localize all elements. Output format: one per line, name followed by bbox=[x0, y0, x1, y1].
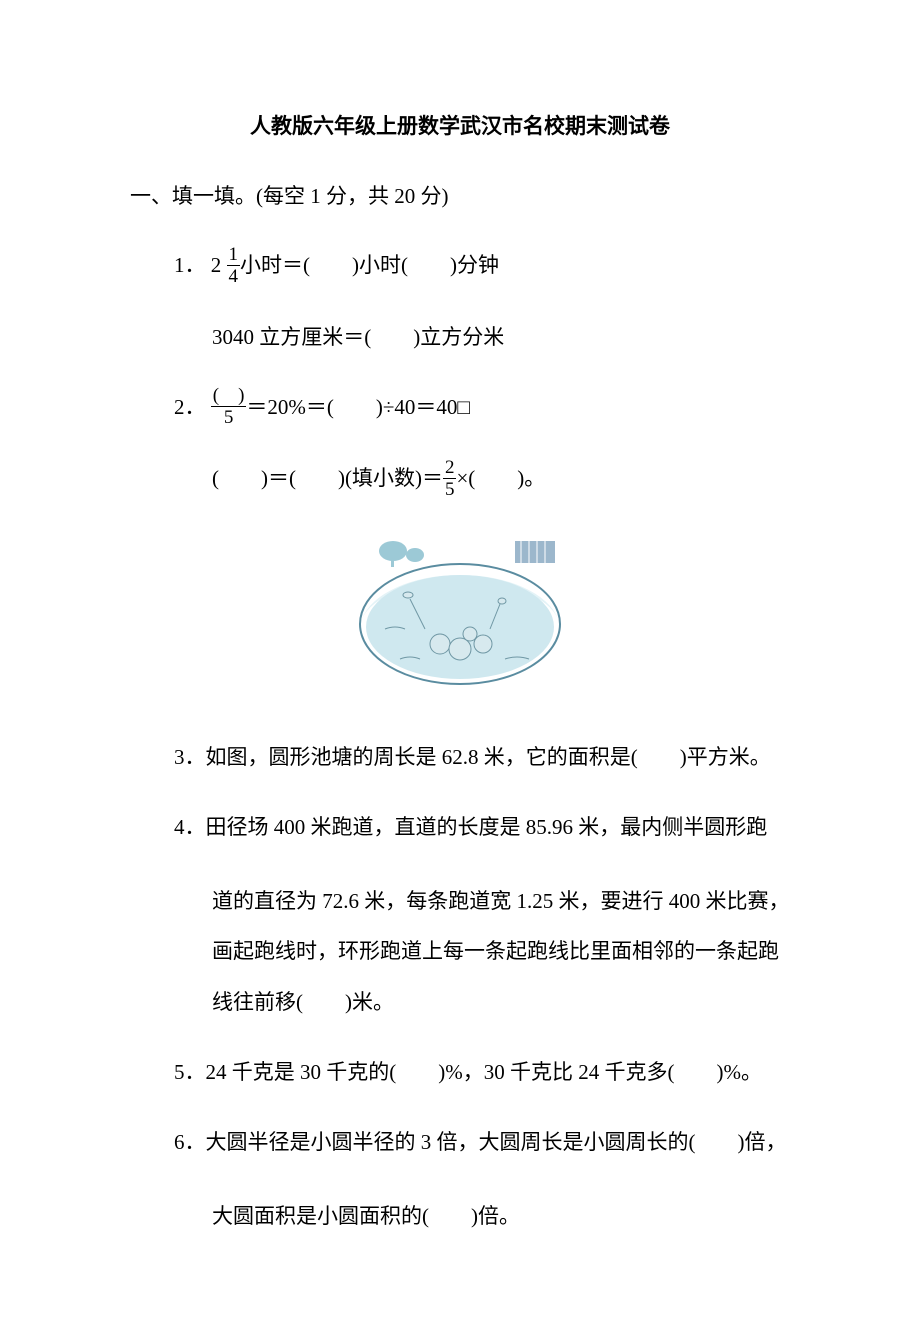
q1-number: 1． bbox=[174, 244, 206, 286]
question-3: 3．如图，圆形池塘的周长是 62.8 米，它的面积是( )平方米。 bbox=[174, 736, 790, 778]
q4-l4: 线往前移( )米。 bbox=[212, 977, 790, 1027]
q2-frac1-den: 5 bbox=[211, 407, 247, 427]
q6-l1: 大圆半径是小圆半径的 3 倍，大圆周长是小圆周长的( )倍， bbox=[206, 1130, 787, 1154]
q2-frac1-num: ( ) bbox=[211, 386, 247, 407]
q5-number: 5． bbox=[174, 1051, 206, 1093]
q3-text: 如图，圆形池塘的周长是 62.8 米，它的面积是( )平方米。 bbox=[206, 745, 771, 769]
q1-frac1-num: 1 bbox=[227, 245, 241, 266]
q2-number: 2． bbox=[174, 386, 206, 428]
q2-line2: ( )＝( )(填小数)＝ 2 5 ×( )。 bbox=[212, 457, 790, 501]
q1-prefix: 2 bbox=[211, 253, 222, 277]
question-6-body: 大圆面积是小圆面积的( )倍。 bbox=[212, 1191, 790, 1241]
q2-frac2-num: 2 bbox=[443, 458, 457, 479]
q5-text: 24 千克是 30 千克的( )%，30 千克比 24 千克多( )%。 bbox=[206, 1060, 762, 1084]
pond-svg bbox=[345, 529, 575, 699]
question-4-line1: 4．田径场 400 米跑道，直道的长度是 85.96 米，最内侧半圆形跑 bbox=[174, 806, 790, 848]
q4-number: 4． bbox=[174, 806, 206, 848]
q6-l2: 大圆面积是小圆面积的( )倍。 bbox=[212, 1191, 790, 1241]
q1-part2: 3040 立方厘米＝( )立方分米 bbox=[212, 316, 790, 358]
q2-line2b: ×( )。 bbox=[456, 466, 545, 490]
q1-rest: 小时＝( )小时( )分钟 bbox=[240, 253, 499, 277]
question-6-line1: 6．大圆半径是小圆半径的 3 倍，大圆周长是小圆周长的( )倍， bbox=[174, 1121, 790, 1163]
q6-number: 6． bbox=[174, 1121, 206, 1163]
scenery bbox=[379, 541, 555, 567]
q4-l3: 画起跑线时，环形跑道上每一条起跑线比里面相邻的一条起跑 bbox=[212, 926, 790, 976]
q1-fraction-1: 1 4 bbox=[227, 245, 241, 286]
question-4-body: 道的直径为 72.6 米，每条跑道宽 1.25 米，要进行 400 米比赛， 画… bbox=[212, 876, 790, 1027]
question-5: 5．24 千克是 30 千克的( )%，30 千克比 24 千克多( )%。 bbox=[174, 1051, 790, 1093]
section-1-header: 一、填一填。(每空 1 分，共 20 分) bbox=[130, 180, 790, 210]
question-2: 2． ( ) 5 ＝20%＝( )÷40＝40□ bbox=[174, 386, 790, 430]
q4-l2: 道的直径为 72.6 米，每条跑道宽 1.25 米，要进行 400 米比赛， bbox=[212, 876, 790, 926]
q2-line2a: ( )＝( )(填小数)＝ bbox=[212, 466, 443, 490]
q2-frac2-den: 5 bbox=[443, 479, 457, 499]
q2-fraction-1: ( ) 5 bbox=[211, 386, 247, 427]
q2-fraction-2: 2 5 bbox=[443, 458, 457, 499]
q4-l1: 田径场 400 米跑道，直道的长度是 85.96 米，最内侧半圆形跑 bbox=[206, 815, 768, 839]
pond-illustration bbox=[130, 529, 790, 704]
q1-frac1-den: 4 bbox=[227, 266, 241, 286]
q2-mid: ＝20%＝( )÷40＝40 bbox=[246, 395, 457, 419]
page-title: 人教版六年级上册数学武汉市名校期末测试卷 bbox=[130, 110, 790, 140]
q3-number: 3． bbox=[174, 736, 206, 778]
question-1: 1． 2 1 4 小时＝( )小时( )分钟 bbox=[174, 244, 790, 288]
q2-box: □ bbox=[457, 395, 470, 419]
